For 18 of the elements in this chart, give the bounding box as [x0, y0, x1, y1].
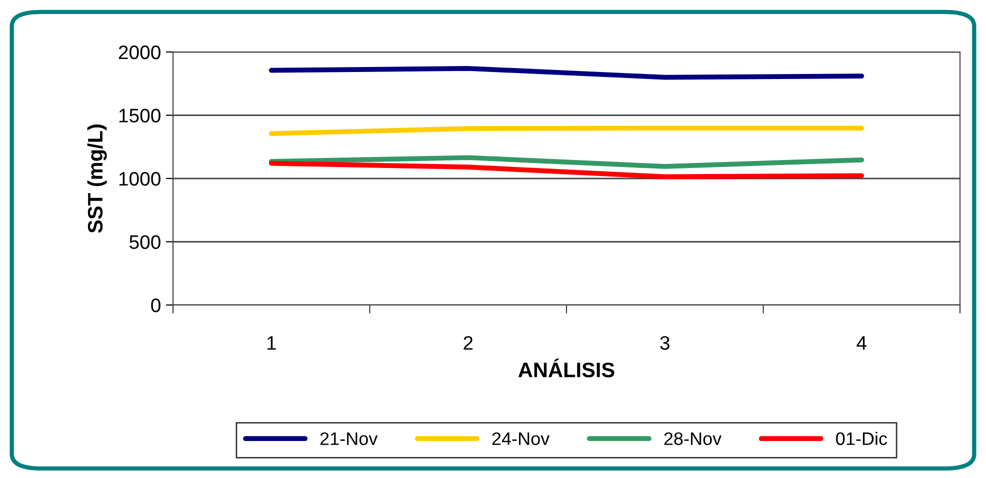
y-tick-label: 1500: [119, 108, 160, 122]
y-tick-label: 2000: [118, 45, 160, 60]
legend-label: 01-Dic: [836, 432, 888, 446]
x-axis-title: ANÁLISIS: [518, 358, 614, 378]
y-axis-title: SST (mg/L): [87, 124, 107, 233]
line-series: [268, 160, 864, 180]
y-tick-label: 0: [151, 298, 160, 312]
legend-label: 21-Nov: [320, 432, 378, 446]
x-tick-label: 4: [856, 336, 866, 350]
legend-label: 24-Nov: [492, 432, 550, 446]
line-series: [268, 155, 864, 169]
x-tick-label: 1: [267, 336, 276, 350]
x-tick-label: 3: [660, 336, 670, 350]
x-tick-label: 2: [464, 336, 473, 350]
legend-label: 28-Nov: [664, 432, 722, 446]
y-tick-label: 1000: [119, 172, 160, 186]
y-tick-label: 500: [130, 235, 160, 249]
line-series: [268, 66, 864, 80]
